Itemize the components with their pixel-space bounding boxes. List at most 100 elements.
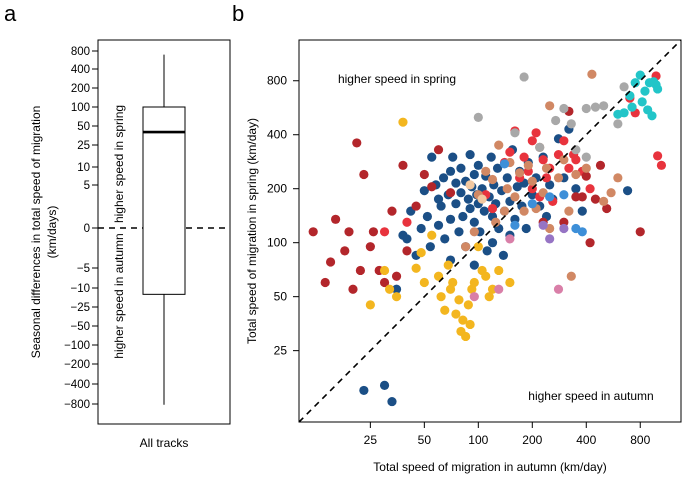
panel-b-point-navy	[419, 186, 429, 196]
panel-b-point-salmon	[559, 155, 569, 165]
panel-b-point-red	[505, 147, 515, 157]
panel-b-point-gold	[494, 265, 504, 276]
panel-a-y-tick-label: 0	[84, 223, 90, 235]
panel-b-point-navy	[387, 396, 397, 407]
panel-b-point-darkred	[359, 169, 369, 180]
panel-b-point-darkred	[445, 188, 456, 198]
panel-b-point-gray	[619, 82, 629, 92]
panel-b-x-tick-label: 800	[630, 433, 650, 447]
panel-b-point-darkred	[585, 238, 595, 248]
panel-b-point-peach	[477, 194, 487, 204]
panel-b-point-gray	[559, 103, 569, 114]
panel-b-point-darkred	[433, 145, 444, 155]
panel-b-y-tick-label: 400	[267, 128, 287, 142]
panel-b-point-salmon	[487, 174, 498, 185]
panel-b-x-tick-label: 200	[522, 433, 542, 447]
panel-a-y-tick-label: 25	[77, 140, 90, 152]
panel-b-point-gold	[465, 319, 475, 330]
panel-b-y-tick-label: 200	[267, 182, 287, 196]
panel-b-point-navy	[391, 284, 402, 294]
panel-a-y-tick-label: 800	[71, 46, 90, 58]
panel-b-point-navy	[512, 182, 522, 192]
panel-b-point-peach	[465, 180, 475, 190]
panel-b-point-gold	[379, 265, 390, 276]
panel-b-y-tick-label: 800	[267, 74, 287, 88]
panel-b-point-navy	[465, 203, 475, 214]
panel-b-point-cyan	[640, 86, 650, 96]
panel-a-y-tick-label: −100	[64, 340, 90, 352]
panel-b-point-gray	[571, 145, 581, 155]
panel-b-point-darkred	[348, 284, 358, 294]
panel-b-point-navy	[445, 214, 456, 224]
panel-b-point-navy	[463, 194, 473, 204]
panel-b-point-pink	[494, 284, 504, 294]
panel-b-point-gold	[419, 277, 429, 288]
panel-b-point-gold	[484, 292, 494, 302]
panel-b-point-darkred	[571, 192, 581, 202]
panel-b-point-gray	[535, 142, 545, 152]
panel-b-point-navy	[402, 234, 412, 244]
panel-b-point-navy	[454, 227, 464, 237]
panel-b-point-gold	[416, 248, 426, 258]
panel-b-point-navy	[545, 180, 555, 190]
panel-b-point-navy	[492, 163, 503, 173]
panel-b-point-darkred	[635, 227, 645, 237]
panel-a-y-tick-label: −50	[70, 321, 90, 333]
panel-b-point-gray	[510, 128, 520, 138]
panel-b-point-blue	[577, 227, 587, 237]
panel-a-frame	[97, 39, 231, 425]
panel-b-annotation-lower: higher speed in autumn	[528, 389, 653, 403]
panel-b-point-navy	[425, 242, 435, 252]
panel-a-box	[142, 54, 186, 405]
panel-b-point-salmon	[599, 196, 609, 206]
panel-b-point-darkred	[331, 214, 341, 224]
panel-b-x-ticks: 25 50 100 200 400 800	[364, 422, 651, 447]
panel-b-point-gold	[365, 300, 375, 310]
panel-b-point-gold	[411, 263, 421, 273]
panel-b-point-darkred	[387, 206, 397, 216]
panel-b-point-navy	[469, 260, 479, 270]
panel-b-point-salmon	[571, 169, 581, 180]
panel-b-point-gray	[599, 101, 609, 111]
panel-b-point-gray	[551, 115, 561, 126]
panel-b-point-purple	[559, 223, 569, 234]
panel-b-point-gray	[581, 103, 591, 114]
panel-b-point-red	[519, 152, 529, 162]
panel-b-y-tick-label: 25	[274, 344, 288, 358]
panel-b-point-salmon	[587, 69, 597, 79]
panel-b-point-navy	[451, 199, 461, 209]
panel-b-point-navy	[487, 238, 498, 248]
panel-a-ylabel-line1: Seasonal differences in total speed of m…	[29, 106, 43, 359]
panel-b-point-darkred	[602, 203, 612, 214]
panel-b-point-navy	[482, 246, 492, 256]
panel-b-point-purple	[545, 234, 555, 244]
panel-b-point-red	[538, 155, 548, 165]
panel-b-point-salmon	[541, 163, 552, 173]
panel-b-point-cyan	[630, 78, 640, 88]
panel-b-point-salmon	[527, 176, 537, 186]
panel-b-point-salmon	[613, 173, 623, 183]
panel-b-point-cyan	[647, 111, 657, 121]
panel-b-point-gray	[581, 152, 591, 162]
panel-b-point-red	[541, 173, 552, 183]
panel-b-point-cyan	[619, 108, 629, 118]
panel-b-point-gold	[427, 230, 437, 240]
panel-b-point-darkred	[340, 246, 350, 256]
panel-b-point-navy	[379, 380, 390, 390]
panel-a-y-tick-label: 50	[77, 121, 90, 133]
panel-b-point-gold	[436, 292, 446, 302]
panel-a-y-tick-label: −10	[70, 283, 90, 295]
panel-b-point-darkred	[368, 227, 379, 237]
panel-b-point-gold	[440, 305, 450, 315]
panel-b-point-navy	[422, 211, 432, 222]
panel-b-y-tick-label: 100	[267, 236, 287, 250]
panel-b-point-gold	[451, 309, 461, 319]
panel-b-point-blue	[499, 159, 510, 169]
panel-b-point-navy	[359, 385, 369, 396]
panel-b-scatter: b 25 50 100 200 400 800 25 50 100 200 400 800 high…	[232, 1, 682, 474]
panel-a-y-tick-label: −200	[64, 359, 90, 371]
panel-a-y-tick-label: 5	[84, 180, 90, 192]
panel-b-point-navy	[440, 234, 450, 244]
panel-b-x-tick-label: 25	[364, 433, 378, 447]
panel-b-point-red	[531, 128, 541, 138]
